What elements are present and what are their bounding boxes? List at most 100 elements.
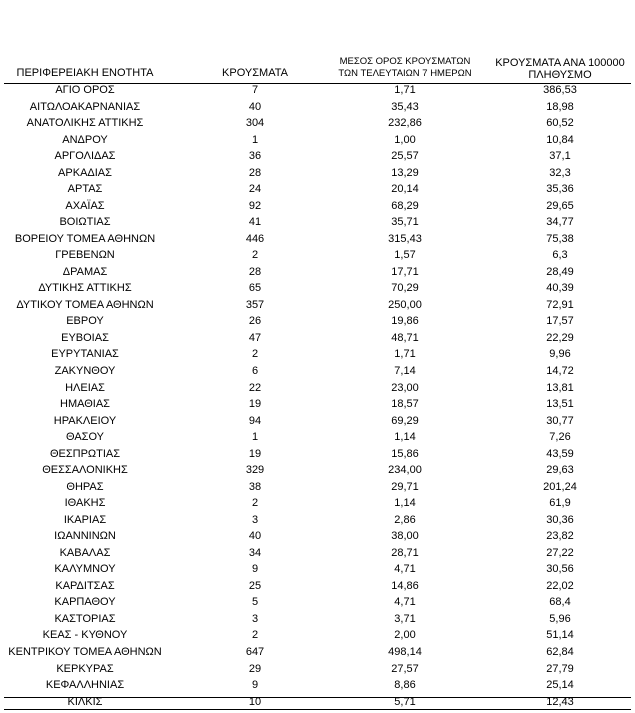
cell-value: 1,57 <box>394 249 416 262</box>
header-rule <box>4 83 631 84</box>
cell-value: 1 <box>251 133 259 146</box>
cell-value: 1 <box>251 431 259 444</box>
region-name: ΑΡΚΑΔΙΑΣ <box>58 166 112 179</box>
cell-value: 201,24 <box>543 480 577 493</box>
cell-value: 69,29 <box>391 414 419 427</box>
cell-value: 48,71 <box>391 331 419 344</box>
region-name: ΑΡΤΑΣ <box>67 183 103 196</box>
column-header: ΠΛΗΘΥΣΜΟ <box>528 69 592 81</box>
cell-value: 94 <box>248 414 262 427</box>
cell-value: 28 <box>248 265 262 278</box>
cell-value: 35,71 <box>391 216 419 229</box>
cell-value: 3 <box>251 612 259 625</box>
cell-value: 19 <box>248 447 262 460</box>
cell-value: 14,86 <box>391 579 419 592</box>
cell-value: 6 <box>251 365 259 377</box>
cell-value: 357 <box>245 298 265 311</box>
region-name: ΚΕΝΤΡΙΚΟΥ ΤΟΜΕΑ ΑΘΗΝΩΝ <box>8 646 162 659</box>
region-name: ΔΡΑΜΑΣ <box>62 265 108 278</box>
cell-value: 17,71 <box>391 265 419 278</box>
region-name: ΚΑΛΥΜΝΟΥ <box>54 563 116 576</box>
cell-value: 19 <box>248 398 262 411</box>
cell-value: 20,14 <box>391 183 419 196</box>
cell-value: 70,29 <box>391 282 419 295</box>
cell-value: 34,77 <box>546 216 574 229</box>
region-name: ΙΩΑΝΝΙΝΩΝ <box>54 530 116 543</box>
bottom-rule <box>4 709 631 710</box>
cell-value: 1,14 <box>394 497 416 510</box>
cell-value: 29 <box>248 662 262 675</box>
region-name: ΕΒΡΟΥ <box>66 315 104 328</box>
cell-value: 25 <box>248 579 262 592</box>
cell-value: 34 <box>248 546 262 559</box>
region-name: ΒΟΡΕΙΟΥ ΤΟΜΕΑ ΑΘΗΝΩΝ <box>14 232 156 245</box>
cell-value: 25,14 <box>546 679 574 692</box>
cell-value: 28,71 <box>391 546 419 559</box>
column-header: ΜΕΣΟΣ ΟΡΟΣ ΚΡΟΥΣΜΑΤΩΝ <box>339 56 471 67</box>
cell-value: 62,84 <box>546 646 574 659</box>
region-name: ΗΛΕΙΑΣ <box>65 381 105 394</box>
cell-value: 7,26 <box>549 431 571 444</box>
cell-value: 51,14 <box>546 629 574 642</box>
cell-value: 9 <box>251 563 259 576</box>
cell-value: 29,65 <box>546 199 574 212</box>
region-name: ΚΑΡΠΑΘΟΥ <box>54 596 116 609</box>
cell-value: 6,3 <box>552 249 568 262</box>
cell-value: 2 <box>251 497 259 510</box>
cell-value: 25,57 <box>391 150 419 163</box>
cell-value: 28 <box>248 166 262 179</box>
cell-value: 27,22 <box>546 546 574 559</box>
cell-value: 5,71 <box>394 695 416 708</box>
cell-value: 2,86 <box>394 513 416 526</box>
cell-value: 10,84 <box>546 133 574 146</box>
cell-value: 92 <box>248 199 262 212</box>
region-name: ΚΕΑΣ - ΚΥΘΝΟΥ <box>42 629 128 642</box>
region-name: ΗΡΑΚΛΕΙΟΥ <box>53 414 117 427</box>
cell-value: 446 <box>245 232 265 245</box>
region-name: ΑΝΑΤΟΛΙΚΗΣ ΑΤΤΙΚΗΣ <box>26 117 144 130</box>
cell-value: 329 <box>245 464 265 477</box>
cell-value: 30,77 <box>546 414 574 427</box>
region-name: ΙΘΑΚΗΣ <box>64 497 106 510</box>
cell-value: 22 <box>248 381 262 394</box>
column-header: ΚΡΟΥΣΜΑΤΑ <box>222 67 288 79</box>
cell-value: 9,96 <box>549 348 571 361</box>
cell-value: 60,52 <box>546 117 574 130</box>
cell-value: 8,86 <box>394 679 416 692</box>
cell-value: 5 <box>251 596 259 609</box>
region-name: ΑΓΙΟ ΟΡΟΣ <box>55 84 115 96</box>
cell-value: 35,43 <box>391 100 419 113</box>
cell-value: 1,14 <box>394 431 416 444</box>
region-name: ΑΧΑΪΑΣ <box>65 199 105 212</box>
cell-value: 75,38 <box>546 232 574 245</box>
cell-value: 29,71 <box>391 480 419 493</box>
region-name: ΓΡΕΒΕΝΩΝ <box>55 249 115 262</box>
cell-value: 10 <box>248 695 262 708</box>
cell-value: 18,98 <box>546 100 574 113</box>
region-name: ΑΙΤΩΛΟΑΚΑΡΝΑΝΙΑΣ <box>29 100 141 113</box>
cell-value: 30,36 <box>546 513 574 526</box>
cell-value: 13,51 <box>546 398 574 411</box>
column-header: ΤΩΝ ΤΕΛΕΥΤΑΙΩΝ 7 ΗΜΕΡΩΝ <box>338 68 472 79</box>
cell-value: 65 <box>248 282 262 295</box>
cell-value: 15,86 <box>391 447 419 460</box>
cell-value: 234,00 <box>388 464 422 477</box>
region-name: ΕΥΒΟΙΑΣ <box>61 331 109 344</box>
cell-value: 41 <box>248 216 262 229</box>
region-name: ΚΑΣΤΟΡΙΑΣ <box>54 612 116 625</box>
cell-value: 1,00 <box>394 133 416 146</box>
cell-value: 3 <box>251 513 259 526</box>
cell-value: 61,9 <box>549 497 571 510</box>
cell-value: 68,29 <box>391 199 419 212</box>
cell-value: 18,57 <box>391 398 419 411</box>
cell-value: 32,3 <box>549 166 571 179</box>
region-name: ΑΝΔΡΟΥ <box>62 133 108 146</box>
region-name: ΑΡΓΟΛΙΔΑΣ <box>54 150 116 163</box>
cell-value: 647 <box>245 646 265 659</box>
cell-value: 2,00 <box>394 629 416 642</box>
region-name: ΔΥΤΙΚΟΥ ΤΟΜΕΑ ΑΘΗΝΩΝ <box>16 298 154 311</box>
cell-value: 29,63 <box>546 464 574 477</box>
region-name: ΒΟΙΩΤΙΑΣ <box>59 216 111 229</box>
cell-value: 7 <box>251 84 259 96</box>
